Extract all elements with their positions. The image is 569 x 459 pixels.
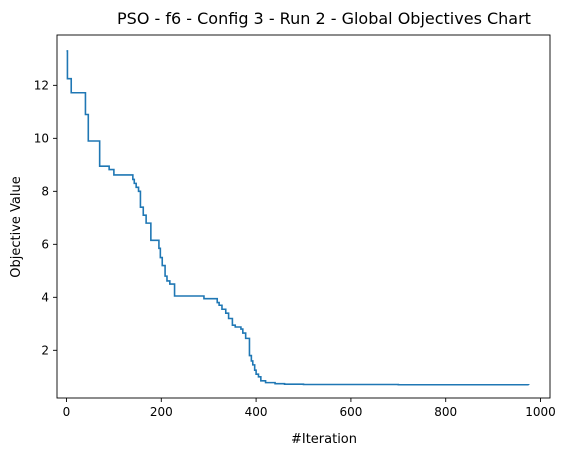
- x-tick-label: 200: [150, 405, 173, 419]
- chart-title: PSO - f6 - Config 3 - Run 2 - Global Obj…: [117, 9, 531, 28]
- x-tick-label: 400: [245, 405, 268, 419]
- x-tick-label: 600: [339, 405, 362, 419]
- y-tick-label: 2: [41, 343, 49, 357]
- y-axis-label: Objective Value: [9, 176, 24, 277]
- y-tick-label: 10: [34, 131, 49, 145]
- x-tick-label: 800: [434, 405, 457, 419]
- plot-frame: [56, 34, 551, 399]
- x-axis-label: #Iteration: [291, 432, 357, 447]
- series-line-0: [66, 50, 530, 386]
- plot-area: 0 200 400 600 800 1000 2 4 6 8 10 12: [34, 34, 556, 419]
- y-tick-label: 4: [41, 290, 49, 304]
- x-tick-label: 0: [63, 405, 71, 419]
- y-tick-label: 8: [41, 184, 49, 198]
- y-tick-label: 6: [41, 237, 49, 251]
- x-tick-label: 1000: [525, 405, 556, 419]
- y-tick-label: 12: [34, 78, 49, 92]
